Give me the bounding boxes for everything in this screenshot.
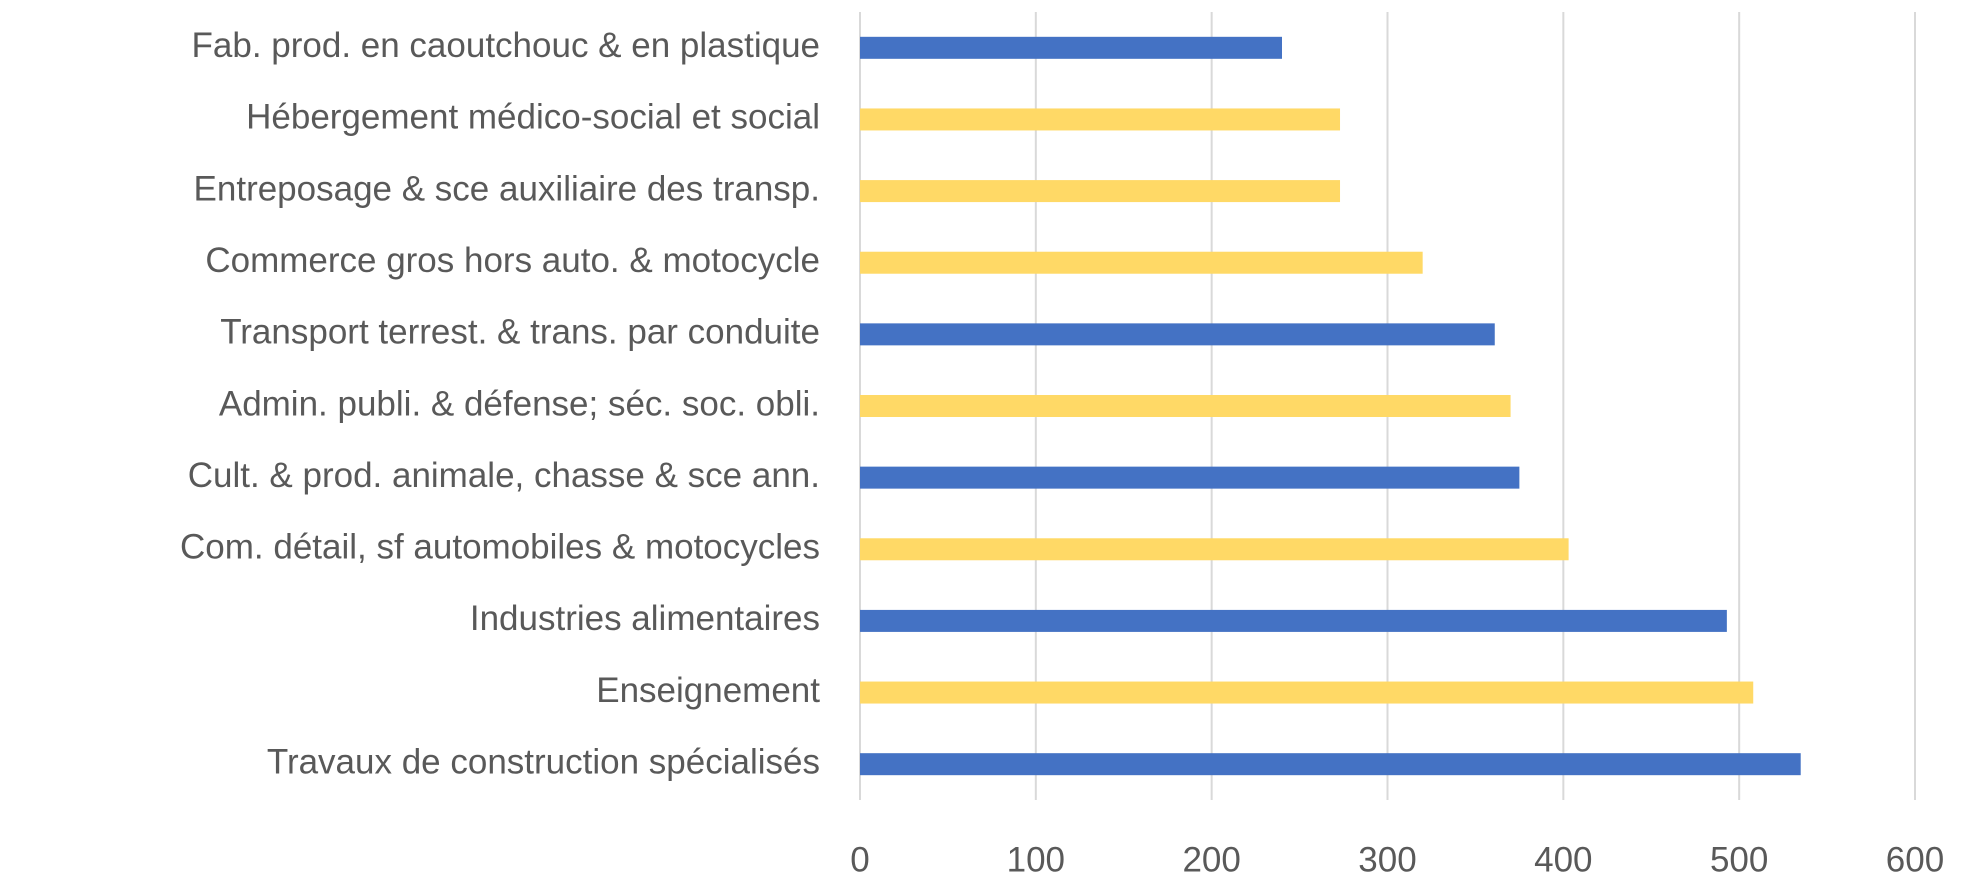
bar [860, 251, 1423, 274]
y-tick-label: Enseignement [596, 671, 820, 710]
bar [860, 36, 1282, 59]
x-tick-label: 400 [1534, 840, 1592, 879]
bar [860, 180, 1341, 203]
bar [860, 395, 1511, 417]
y-tick-label: Com. détail, sf automobiles & motocycles [180, 528, 820, 567]
y-tick-label: Travaux de construction spécialisés [267, 742, 820, 781]
y-tick-label: Fab. prod. en caoutchouc & en plastique [192, 26, 820, 65]
bar [860, 681, 1754, 704]
x-tick-label: 100 [1007, 840, 1065, 879]
y-tick-label: Entreposage & sce auxiliaire des transp. [194, 169, 820, 208]
bar [860, 538, 1569, 561]
x-tick-label: 500 [1710, 840, 1768, 879]
y-tick-label: Transport terrest. & trans. par conduite [220, 313, 820, 352]
x-tick-label: 0 [850, 840, 869, 879]
x-tick-label: 600 [1886, 840, 1944, 879]
bar [860, 753, 1801, 776]
y-tick-label: Cult. & prod. animale, chasse & sce ann. [188, 456, 820, 495]
y-tick-label: Commerce gros hors auto. & motocycle [205, 241, 820, 280]
bar [860, 323, 1495, 346]
bar [860, 108, 1341, 131]
x-tick-label: 200 [1182, 840, 1240, 879]
y-tick-label: Admin. publi. & défense; séc. soc. obli. [219, 384, 820, 423]
y-tick-label: Hébergement médico-social et social [246, 98, 820, 137]
x-tick-label: 300 [1358, 840, 1416, 879]
y-tick-label: Industries alimentaires [470, 599, 820, 638]
bar [860, 466, 1520, 489]
bar [860, 609, 1727, 632]
